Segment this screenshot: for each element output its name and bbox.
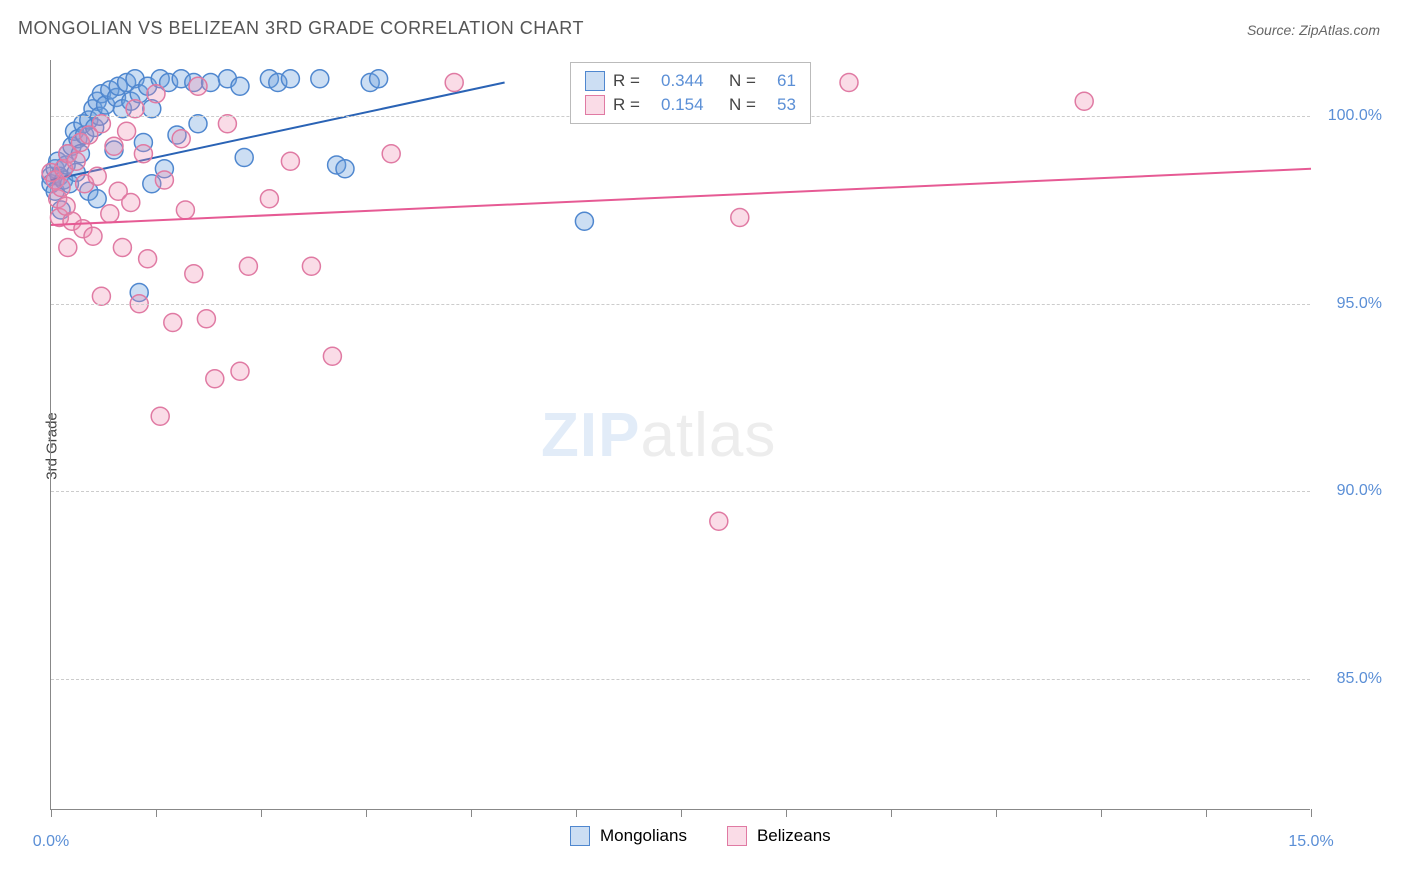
- scatter-point: [134, 145, 152, 163]
- scatter-point: [139, 250, 157, 268]
- scatter-point: [710, 512, 728, 530]
- scatter-point: [1075, 92, 1093, 110]
- scatter-point: [151, 407, 169, 425]
- scatter-point: [155, 171, 173, 189]
- scatter-point: [88, 167, 106, 185]
- legend-stats-box: R = 0.344 N = 61 R = 0.154 N = 53: [570, 62, 811, 124]
- x-tick: [891, 809, 892, 817]
- scatter-point: [105, 137, 123, 155]
- legend-r-label: R =: [613, 71, 653, 91]
- source-text: Source: ZipAtlas.com: [1247, 22, 1380, 38]
- scatter-point: [231, 77, 249, 95]
- bottom-legend: Mongolians Belizeans: [570, 826, 831, 846]
- grid-line: [51, 491, 1310, 492]
- legend-n-value: 61: [777, 71, 796, 91]
- scatter-point: [52, 179, 70, 197]
- x-tick: [996, 809, 997, 817]
- legend-swatch: [570, 826, 590, 846]
- legend-r-label: R =: [613, 95, 653, 115]
- y-tick-label: 85.0%: [1337, 670, 1382, 688]
- x-tick: [471, 809, 472, 817]
- scatter-point: [88, 190, 106, 208]
- legend-swatch: [585, 95, 605, 115]
- y-tick-label: 95.0%: [1337, 295, 1382, 313]
- scatter-point: [189, 77, 207, 95]
- scatter-point: [840, 74, 858, 92]
- scatter-point: [281, 152, 299, 170]
- x-tick: [1311, 809, 1312, 817]
- x-tick: [681, 809, 682, 817]
- scatter-point: [92, 115, 110, 133]
- scatter-point: [172, 130, 190, 148]
- scatter-point: [231, 362, 249, 380]
- x-tick-label-right: 15.0%: [1288, 833, 1333, 851]
- x-tick: [366, 809, 367, 817]
- scatter-point: [189, 115, 207, 133]
- scatter-point: [336, 160, 354, 178]
- plot-area: ZIPatlas 85.0%90.0%95.0%100.0%0.0%15.0%: [50, 60, 1310, 810]
- scatter-point: [281, 70, 299, 88]
- x-tick: [1101, 809, 1102, 817]
- scatter-point: [206, 370, 224, 388]
- scatter-point: [370, 70, 388, 88]
- bottom-legend-item: Belizeans: [727, 826, 831, 846]
- scatter-point: [197, 310, 215, 328]
- x-tick: [786, 809, 787, 817]
- scatter-point: [147, 85, 165, 103]
- scatter-point: [126, 100, 144, 118]
- scatter-point: [323, 347, 341, 365]
- bottom-legend-label: Mongolians: [600, 826, 687, 846]
- scatter-point: [122, 194, 140, 212]
- legend-n-label: N =: [729, 95, 769, 115]
- grid-line: [51, 679, 1310, 680]
- scatter-point: [67, 152, 85, 170]
- bottom-legend-item: Mongolians: [570, 826, 687, 846]
- legend-swatch: [585, 71, 605, 91]
- legend-r-value: 0.154: [661, 95, 721, 115]
- scatter-point: [92, 287, 110, 305]
- y-tick-label: 100.0%: [1328, 107, 1382, 125]
- scatter-point: [445, 74, 463, 92]
- scatter-point: [118, 122, 136, 140]
- chart-title: MONGOLIAN VS BELIZEAN 3RD GRADE CORRELAT…: [18, 18, 584, 39]
- x-tick: [576, 809, 577, 817]
- scatter-point: [382, 145, 400, 163]
- legend-n-label: N =: [729, 71, 769, 91]
- chart-container: MONGOLIAN VS BELIZEAN 3RD GRADE CORRELAT…: [0, 0, 1406, 892]
- scatter-point: [575, 212, 593, 230]
- bottom-legend-label: Belizeans: [757, 826, 831, 846]
- scatter-point: [84, 227, 102, 245]
- x-tick-label-left: 0.0%: [33, 833, 69, 851]
- scatter-point: [185, 265, 203, 283]
- scatter-point: [302, 257, 320, 275]
- scatter-svg: [51, 60, 1311, 810]
- y-tick-label: 90.0%: [1337, 482, 1382, 500]
- scatter-point: [311, 70, 329, 88]
- scatter-point: [59, 239, 77, 257]
- scatter-point: [176, 201, 194, 219]
- legend-r-value: 0.344: [661, 71, 721, 91]
- grid-line: [51, 304, 1310, 305]
- scatter-point: [218, 115, 236, 133]
- x-tick: [156, 809, 157, 817]
- scatter-point: [101, 205, 119, 223]
- scatter-point: [113, 239, 131, 257]
- legend-swatch: [727, 826, 747, 846]
- scatter-point: [731, 209, 749, 227]
- scatter-point: [164, 314, 182, 332]
- scatter-point: [239, 257, 257, 275]
- scatter-point: [235, 149, 253, 167]
- scatter-point: [260, 190, 278, 208]
- trend-line: [51, 169, 1311, 225]
- legend-stats-row: R = 0.154 N = 53: [585, 93, 796, 117]
- x-tick: [261, 809, 262, 817]
- x-tick: [1206, 809, 1207, 817]
- legend-stats-row: R = 0.344 N = 61: [585, 69, 796, 93]
- legend-n-value: 53: [777, 95, 796, 115]
- x-tick: [51, 809, 52, 817]
